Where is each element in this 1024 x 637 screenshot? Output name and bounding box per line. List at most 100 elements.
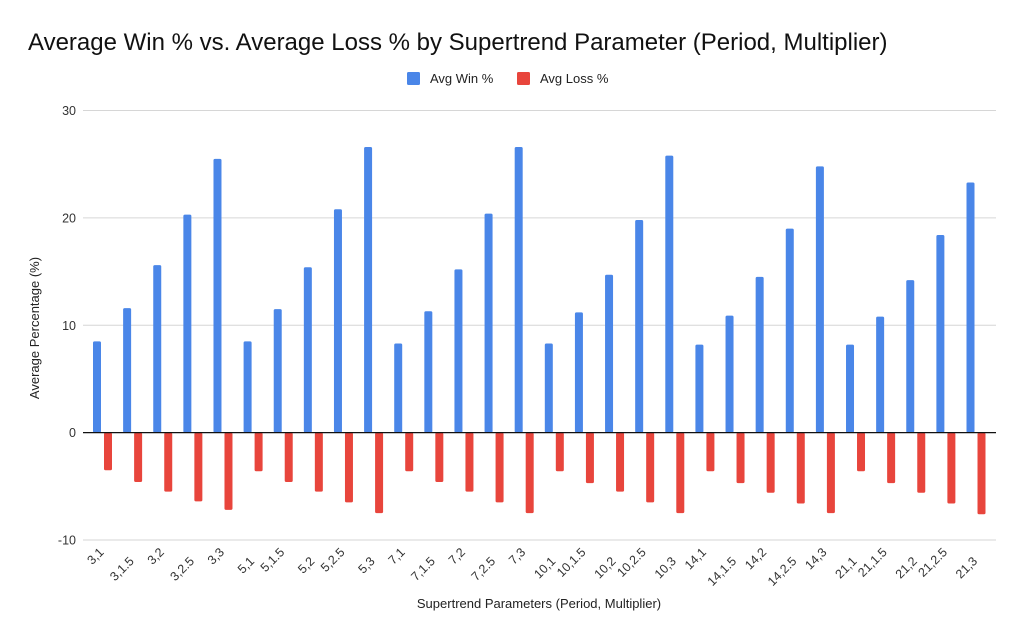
bar-avg-loss[interactable] bbox=[314, 432, 323, 492]
bar-avg-loss[interactable] bbox=[826, 432, 835, 514]
bar-avg-win[interactable] bbox=[394, 343, 403, 433]
x-tick-label: 10,2 bbox=[592, 554, 619, 581]
bar-avg-loss[interactable] bbox=[887, 432, 896, 484]
bar-avg-win[interactable] bbox=[303, 267, 312, 433]
y-tick-label: 30 bbox=[62, 104, 76, 118]
y-axis-ticks: -10 0 10 20 30 bbox=[58, 104, 76, 548]
x-tick-label: 21,1 bbox=[833, 554, 860, 581]
bar-avg-win[interactable] bbox=[213, 158, 222, 433]
bar-avg-win[interactable] bbox=[785, 228, 794, 433]
bar-avg-loss[interactable] bbox=[917, 432, 926, 493]
bar-avg-loss[interactable] bbox=[104, 432, 112, 471]
bar-avg-win[interactable] bbox=[484, 213, 493, 433]
bar-avg-win[interactable] bbox=[665, 155, 674, 433]
x-tick-label: 7,1.5 bbox=[408, 554, 438, 584]
x-tick-label: 7,2 bbox=[446, 545, 468, 567]
bar-avg-win[interactable] bbox=[333, 209, 342, 433]
bar-avg-win[interactable] bbox=[454, 269, 463, 433]
bar-avg-win[interactable] bbox=[273, 309, 282, 433]
bar-avg-loss[interactable] bbox=[736, 432, 745, 484]
bar-avg-win[interactable] bbox=[966, 182, 975, 433]
y-tick-label: 20 bbox=[62, 211, 76, 225]
x-tick-label: 5,2 bbox=[295, 554, 317, 576]
bar-avg-loss[interactable] bbox=[585, 432, 594, 484]
bar-avg-loss[interactable] bbox=[706, 432, 715, 472]
bar-avg-win[interactable] bbox=[544, 343, 553, 433]
legend-label-avg-loss: Avg Loss % bbox=[540, 71, 609, 86]
x-tick-label: 10,1 bbox=[531, 554, 558, 581]
x-tick-label: 7,3 bbox=[506, 545, 528, 567]
bar-avg-loss[interactable] bbox=[344, 432, 353, 503]
bar-avg-loss[interactable] bbox=[495, 432, 504, 503]
x-tick-label: 3,2 bbox=[145, 545, 167, 567]
bar-avg-win[interactable] bbox=[815, 166, 824, 433]
legend-item-avg-loss[interactable]: Avg Loss % bbox=[517, 71, 609, 86]
x-tick-label: 5,1.5 bbox=[258, 545, 288, 575]
bar-avg-win[interactable] bbox=[605, 274, 614, 433]
bar-avg-win[interactable] bbox=[93, 341, 101, 433]
bar-avg-loss[interactable] bbox=[465, 432, 474, 492]
bar-avg-loss[interactable] bbox=[676, 432, 685, 514]
bar-avg-loss[interactable] bbox=[947, 432, 956, 504]
bar-avg-win[interactable] bbox=[725, 315, 734, 433]
bar-avg-win[interactable] bbox=[243, 341, 252, 433]
bar-avg-loss[interactable] bbox=[796, 432, 805, 504]
bar-avg-win[interactable] bbox=[514, 147, 523, 433]
bar-avg-loss[interactable] bbox=[525, 432, 534, 514]
x-tick-label: 14,1.5 bbox=[705, 554, 740, 589]
bar-avg-loss[interactable] bbox=[405, 432, 414, 472]
x-tick-label: 21,1.5 bbox=[855, 545, 890, 580]
bar-avg-loss[interactable] bbox=[977, 432, 986, 515]
bar-avg-loss[interactable] bbox=[164, 432, 173, 492]
bars bbox=[93, 147, 986, 515]
bar-avg-win[interactable] bbox=[123, 308, 132, 433]
bar-avg-win[interactable] bbox=[906, 280, 915, 433]
bar-avg-win[interactable] bbox=[846, 344, 855, 433]
x-tick-label: 10,1.5 bbox=[554, 545, 589, 580]
x-tick-label: 3,2.5 bbox=[167, 554, 197, 584]
legend: Avg Win % Avg Loss % bbox=[407, 71, 609, 86]
bar-avg-loss[interactable] bbox=[194, 432, 203, 502]
bar-avg-loss[interactable] bbox=[646, 432, 655, 503]
x-tick-label: 14,3 bbox=[802, 545, 829, 572]
chart-title: Average Win % vs. Average Loss % by Supe… bbox=[28, 29, 888, 56]
bar-avg-loss[interactable] bbox=[766, 432, 775, 493]
bar-avg-win[interactable] bbox=[695, 344, 704, 433]
gridlines bbox=[83, 110, 996, 541]
bar-avg-loss[interactable] bbox=[616, 432, 625, 492]
x-tick-label: 7,2.5 bbox=[469, 554, 499, 584]
bar-avg-win[interactable] bbox=[364, 147, 373, 433]
x-tick-label: 21,2.5 bbox=[916, 545, 951, 580]
y-axis-title: Average Percentage (%) bbox=[27, 257, 42, 399]
bar-avg-win[interactable] bbox=[876, 316, 885, 433]
bar-avg-loss[interactable] bbox=[254, 432, 263, 472]
x-tick-label: 3,1 bbox=[84, 545, 106, 567]
x-tick-label: 5,3 bbox=[356, 554, 378, 576]
bar-avg-win[interactable] bbox=[183, 214, 192, 433]
x-axis-title: Supertrend Parameters (Period, Multiplie… bbox=[417, 596, 661, 611]
x-tick-label: 14,2 bbox=[742, 545, 769, 572]
bar-avg-win[interactable] bbox=[936, 235, 945, 433]
legend-label-avg-win: Avg Win % bbox=[430, 71, 494, 86]
bar-avg-loss[interactable] bbox=[284, 432, 293, 483]
bar-avg-win[interactable] bbox=[635, 220, 644, 433]
bar-avg-loss[interactable] bbox=[375, 432, 384, 514]
bar-avg-loss[interactable] bbox=[555, 432, 564, 472]
bar-avg-loss[interactable] bbox=[224, 432, 233, 510]
bar-avg-win[interactable] bbox=[153, 265, 162, 433]
x-tick-label: 3,1.5 bbox=[107, 554, 137, 584]
x-tick-label: 10,3 bbox=[652, 554, 679, 581]
legend-swatch-avg-win bbox=[407, 72, 420, 85]
bar-avg-win[interactable] bbox=[755, 276, 764, 433]
legend-item-avg-win[interactable]: Avg Win % bbox=[407, 71, 494, 86]
bar-avg-loss[interactable] bbox=[435, 432, 444, 483]
y-tick-label: 10 bbox=[62, 319, 76, 333]
bar-avg-win[interactable] bbox=[424, 311, 433, 433]
bar-avg-loss[interactable] bbox=[857, 432, 866, 472]
x-tick-label: 14,1 bbox=[682, 545, 709, 572]
legend-swatch-avg-loss bbox=[517, 72, 530, 85]
x-tick-label: 10,2.5 bbox=[614, 545, 649, 580]
bar-avg-loss[interactable] bbox=[134, 432, 143, 483]
bar-avg-win[interactable] bbox=[574, 312, 583, 433]
